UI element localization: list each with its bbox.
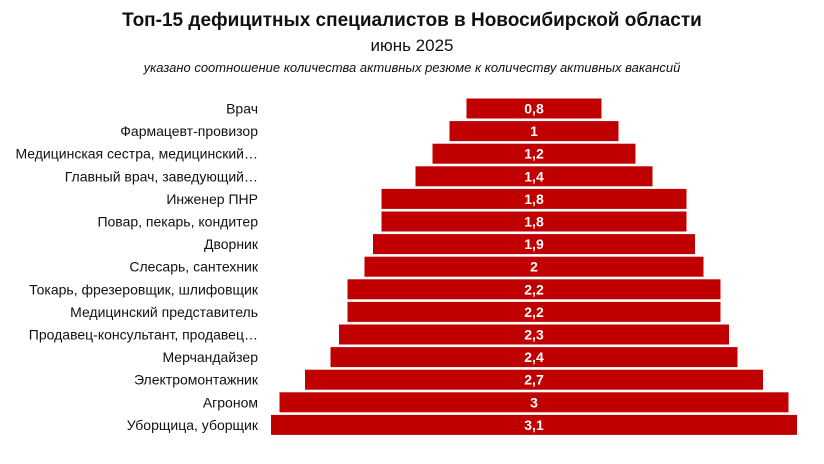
data-label: 1 xyxy=(530,123,538,139)
category-label: Врач xyxy=(226,101,258,117)
bars: 0,8 1 1,2 1,4 1,8 1,8 1,9 2 2,2 2,2 2,3 2,4 2,7 3 3,1 xyxy=(270,97,798,436)
bar xyxy=(338,323,730,346)
bar xyxy=(380,187,688,210)
category-label: Инженер ПНР xyxy=(166,191,258,207)
category-label: Медицинская сестра, медицинский… xyxy=(15,146,258,162)
category-label: Главный врач, заведующий… xyxy=(65,168,258,184)
data-label: 2,2 xyxy=(524,281,544,297)
category-label: Уборщица, уборщик xyxy=(127,417,259,433)
data-label: 3 xyxy=(530,394,538,410)
bar xyxy=(304,368,764,391)
bar xyxy=(346,278,722,301)
bar xyxy=(270,413,798,436)
category-label: Дворник xyxy=(204,236,259,252)
category-label: Фармацевт-провизор xyxy=(120,123,258,139)
chart-note: указано соотношение количества активных … xyxy=(143,60,681,75)
bar xyxy=(448,120,620,143)
data-label: 1,2 xyxy=(524,146,544,162)
chart-title: Топ-15 дефицитных специалистов в Новосиб… xyxy=(122,10,702,31)
bar xyxy=(431,142,637,165)
bar xyxy=(414,165,654,188)
bar xyxy=(380,210,688,233)
data-label: 0,8 xyxy=(524,101,544,117)
category-label: Агроном xyxy=(203,394,258,410)
data-label: 1,8 xyxy=(524,191,544,207)
category-label: Слесарь, сантехник xyxy=(129,259,259,275)
bar xyxy=(363,255,705,278)
category-label: Повар, пекарь, кондитер xyxy=(97,214,258,230)
data-label: 2,2 xyxy=(524,304,544,320)
chart-subtitle: июнь 2025 xyxy=(370,36,454,55)
data-label: 1,8 xyxy=(524,214,544,230)
bar xyxy=(372,233,696,256)
category-label: Медицинский представитель xyxy=(70,304,258,320)
bar xyxy=(278,391,790,414)
category-labels: Врач Фармацевт-провизор Медицинская сестра… xyxy=(15,101,258,433)
bar xyxy=(329,346,739,369)
category-label: Электромонтажник xyxy=(134,372,259,388)
data-label: 2,7 xyxy=(524,372,544,388)
data-label: 1,4 xyxy=(524,168,544,184)
data-label: 3,1 xyxy=(524,417,544,433)
category-label: Мерчандайзер xyxy=(162,349,258,365)
category-label: Токарь, фрезеровщик, шлифовщик xyxy=(29,281,259,297)
data-label: 2,4 xyxy=(524,349,544,365)
data-label: 2 xyxy=(530,259,538,275)
bar xyxy=(465,97,603,120)
data-label: 2,3 xyxy=(524,327,544,343)
category-label: Продавец-консультант, продавец… xyxy=(29,327,258,343)
data-label: 1,9 xyxy=(524,236,544,252)
bar xyxy=(346,300,722,323)
